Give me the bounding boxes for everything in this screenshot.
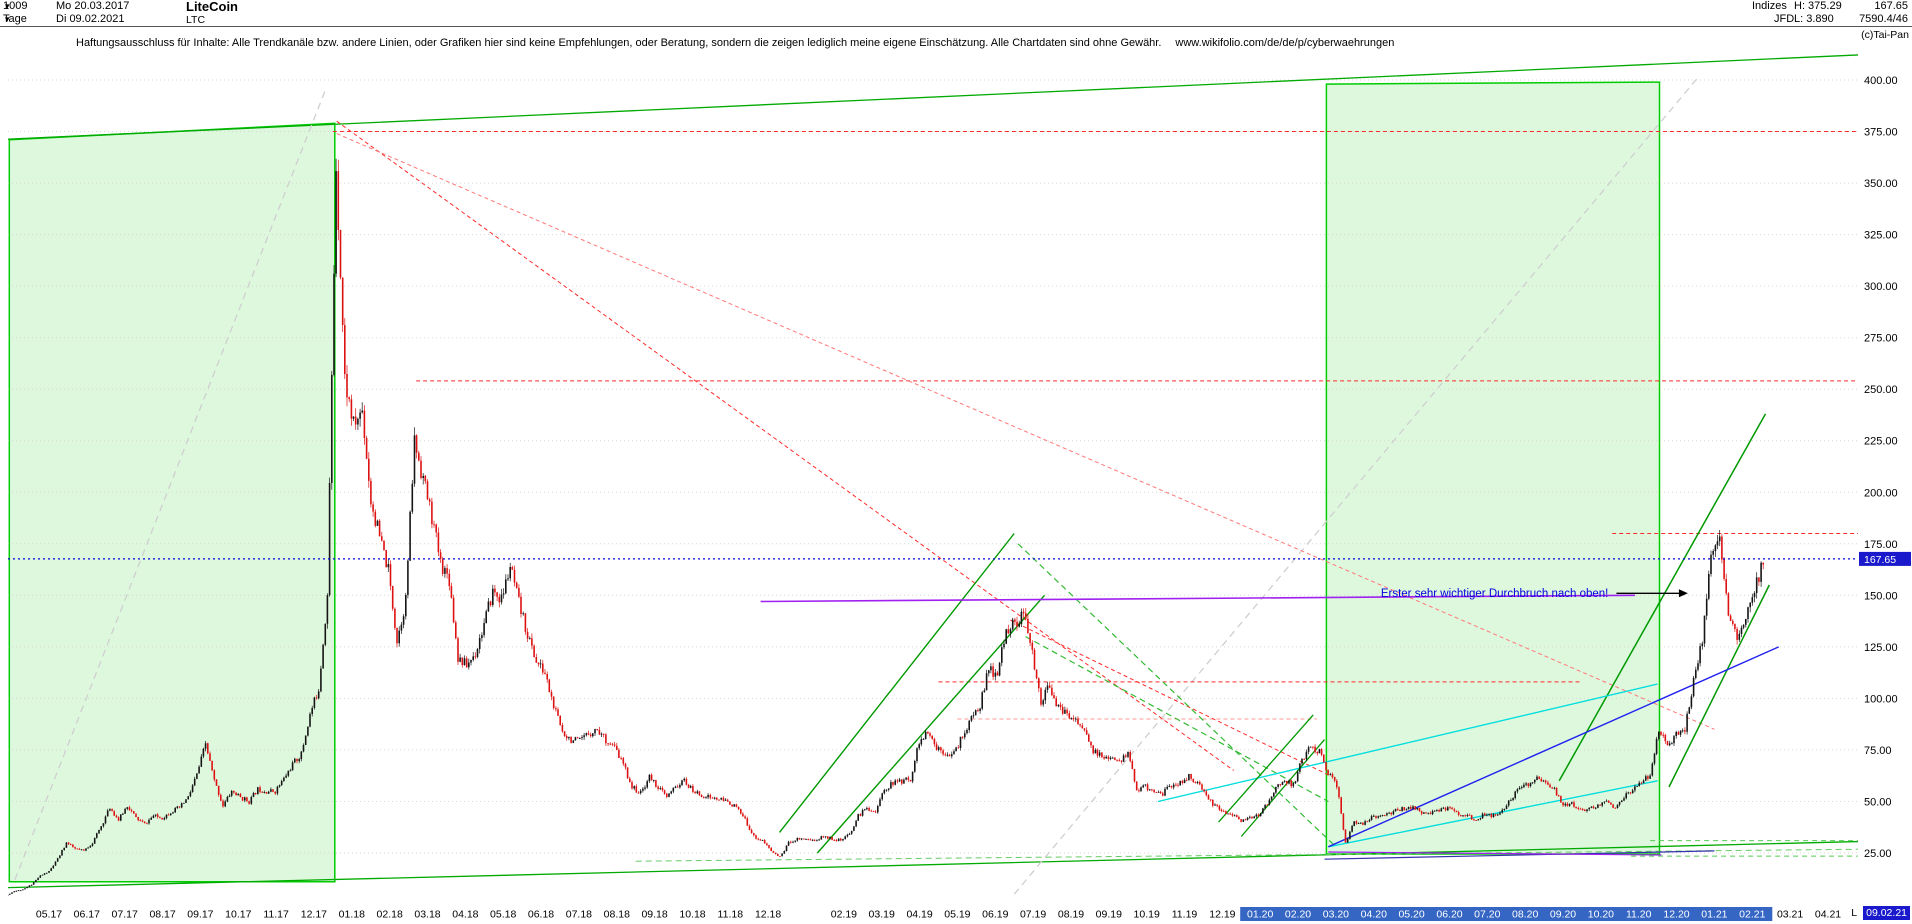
price-chart[interactable]: 167.65 400.00 375.00 350.00 325.00 300.00 275… [0, 26, 1912, 924]
svg-text:275.00: 275.00 [1864, 333, 1898, 345]
period-end-date: Di 09.02.2021 [56, 13, 125, 25]
svg-text:11.20: 11.20 [1626, 909, 1652, 921]
svg-text:325.00: 325.00 [1864, 230, 1898, 242]
svg-text:08.20: 08.20 [1512, 909, 1538, 921]
svg-text:07.18: 07.18 [566, 909, 592, 921]
alltime-low-label: L: 3.890 [1794, 13, 1834, 25]
disclaimer-link[interactable]: www.wikifolio.com/de/de/p/cyberwaehrunge… [1175, 37, 1395, 49]
trend-channel-regions [8, 81, 1661, 883]
svg-text:01.18: 01.18 [339, 909, 365, 921]
svg-text:04.18: 04.18 [452, 909, 478, 921]
svg-text:01.20: 01.20 [1247, 909, 1273, 921]
svg-text:125.00: 125.00 [1864, 642, 1898, 654]
svg-text:200.00: 200.00 [1864, 487, 1898, 499]
svg-text:12.18: 12.18 [755, 909, 781, 921]
svg-text:04.21: 04.21 [1815, 909, 1841, 921]
svg-text:12.20: 12.20 [1663, 909, 1689, 921]
current-date-badge: 09.02.21 [1863, 906, 1910, 920]
svg-text:05.20: 05.20 [1398, 909, 1424, 921]
svg-text:03.18: 03.18 [414, 909, 440, 921]
svg-text:02.18: 02.18 [377, 909, 403, 921]
svg-text:05.17: 05.17 [36, 909, 62, 921]
svg-text:150.00: 150.00 [1864, 590, 1898, 602]
svg-text:12.19: 12.19 [1209, 909, 1235, 921]
svg-text:400.00: 400.00 [1864, 75, 1898, 87]
svg-text:06.20: 06.20 [1436, 909, 1462, 921]
svg-text:04.19: 04.19 [906, 909, 932, 921]
svg-text:04.20: 04.20 [1361, 909, 1387, 921]
preset-value: 1009 [3, 0, 28, 12]
indizes-label: Indizes [1752, 0, 1787, 12]
svg-text:06.17: 06.17 [74, 909, 100, 921]
svg-text:250.00: 250.00 [1864, 384, 1898, 396]
price-axis[interactable]: 400.00 375.00 350.00 325.00 300.00 275.00 250.… [1864, 75, 1898, 860]
breakout-annotation: Erster sehr wichtiger Durchbruch nach ob… [1381, 588, 1688, 600]
svg-text:01.21: 01.21 [1701, 909, 1727, 921]
svg-text:03.21: 03.21 [1777, 909, 1803, 921]
svg-text:05.19: 05.19 [944, 909, 970, 921]
svg-text:300.00: 300.00 [1864, 281, 1898, 293]
svg-text:09.20: 09.20 [1550, 909, 1576, 921]
svg-text:10.18: 10.18 [679, 909, 705, 921]
svg-text:06.18: 06.18 [528, 909, 554, 921]
svg-text:02.19: 02.19 [831, 909, 857, 921]
period-start-date: Mo 20.03.2017 [56, 0, 130, 12]
svg-text:11.17: 11.17 [263, 909, 289, 921]
svg-text:07.17: 07.17 [112, 909, 138, 921]
svg-text:09.17: 09.17 [187, 909, 213, 921]
svg-text:175.00: 175.00 [1864, 539, 1898, 551]
dropdown-arrow-icon: ▾ [5, 14, 10, 24]
svg-text:10.17: 10.17 [225, 909, 251, 921]
svg-text:50.00: 50.00 [1864, 797, 1892, 809]
svg-text:375.00: 375.00 [1864, 127, 1898, 139]
svg-text:11.19: 11.19 [1172, 909, 1198, 921]
svg-text:11.18: 11.18 [718, 909, 744, 921]
instrument-title: LiteCoin [186, 0, 238, 14]
svg-text:09.19: 09.19 [1096, 909, 1122, 921]
svg-text:02.20: 02.20 [1285, 909, 1311, 921]
timeframe-value: Tage [3, 13, 27, 25]
svg-text:08.17: 08.17 [149, 909, 175, 921]
time-axis[interactable]: 05.17 06.17 07.17 08.17 09.17 10.17 11.17 12.17… [36, 907, 1841, 921]
svg-text:25.00: 25.00 [1864, 848, 1892, 860]
svg-text:10.20: 10.20 [1588, 909, 1614, 921]
svg-text:100.00: 100.00 [1864, 693, 1898, 705]
svg-text:06.19: 06.19 [982, 909, 1008, 921]
instrument-symbol: LTC [186, 14, 206, 26]
svg-text:07.20: 07.20 [1474, 909, 1500, 921]
svg-text:02.21: 02.21 [1739, 909, 1765, 921]
candlesticks [8, 158, 1764, 896]
svg-text:12.17: 12.17 [301, 909, 327, 921]
svg-text:225.00: 225.00 [1864, 436, 1898, 448]
last-marker-label: L [1851, 907, 1858, 919]
volume-value: 7590.4/46 [1859, 13, 1908, 25]
svg-text:Erster sehr wichtiger Durchbru: Erster sehr wichtiger Durchbruch nach ob… [1381, 588, 1609, 600]
last-price-value: 167.65 [1874, 0, 1908, 12]
disclaimer-text: Haftungsausschluss für Inhalte: Alle Tre… [76, 37, 1162, 49]
current-price-line: 167.65 [8, 551, 1911, 566]
svg-text:07.19: 07.19 [1020, 909, 1046, 921]
svg-text:350.00: 350.00 [1864, 178, 1898, 190]
svg-text:167.65: 167.65 [1864, 554, 1896, 566]
status-bar: L 09.02.21 [1851, 906, 1910, 920]
alltime-high-label: H: 375.29 [1794, 0, 1842, 12]
svg-text:08.19: 08.19 [1058, 909, 1084, 921]
svg-text:05.18: 05.18 [490, 909, 516, 921]
dropdown-arrow-icon: ▾ [5, 1, 10, 11]
svg-text:09.18: 09.18 [641, 909, 667, 921]
svg-text:03.19: 03.19 [869, 909, 895, 921]
svg-text:08.18: 08.18 [604, 909, 630, 921]
disclaimer: Haftungsausschluss für Inhalte: Alle Tre… [76, 37, 1394, 49]
data-feed-label: JFD [1774, 13, 1795, 25]
svg-text:10.19: 10.19 [1134, 909, 1160, 921]
svg-text:75.00: 75.00 [1864, 745, 1892, 757]
svg-text:03.20: 03.20 [1323, 909, 1349, 921]
chart-header: 1009 ▾ Tage ▾ Mo 20.03.2017 Di 09.02.2021 … [0, 0, 1912, 27]
copyright-label: (c)Tai-Pan [1861, 29, 1909, 41]
